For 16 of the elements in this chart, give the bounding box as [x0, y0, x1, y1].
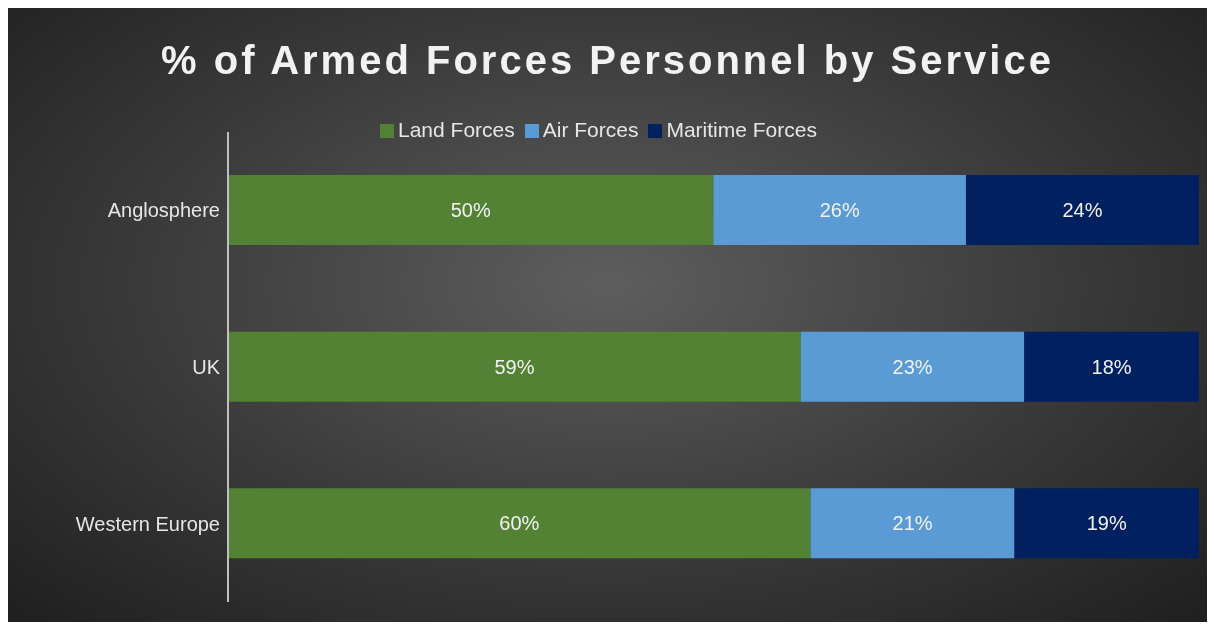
y-tick-label: UK — [192, 356, 221, 379]
data-label: 23% — [892, 355, 933, 378]
chart-title: % of Armed Forces Personnel by Service — [160, 38, 1055, 83]
y-tick-label: Anglosphere — [107, 199, 220, 222]
legend-label: Land Forces — [398, 118, 515, 141]
legend-label: Maritime Forces — [666, 118, 817, 141]
data-label: 19% — [1086, 512, 1127, 535]
legend-label: Air Forces — [542, 118, 639, 141]
data-label: 21% — [892, 512, 933, 535]
data-label: 24% — [1062, 199, 1103, 222]
y-tick-label: Western Europe — [75, 512, 220, 535]
data-label: 18% — [1091, 355, 1132, 378]
data-label: 60% — [499, 512, 540, 535]
data-label: 26% — [819, 199, 860, 222]
data-label: 50% — [450, 199, 491, 222]
data-label: 59% — [494, 355, 535, 378]
